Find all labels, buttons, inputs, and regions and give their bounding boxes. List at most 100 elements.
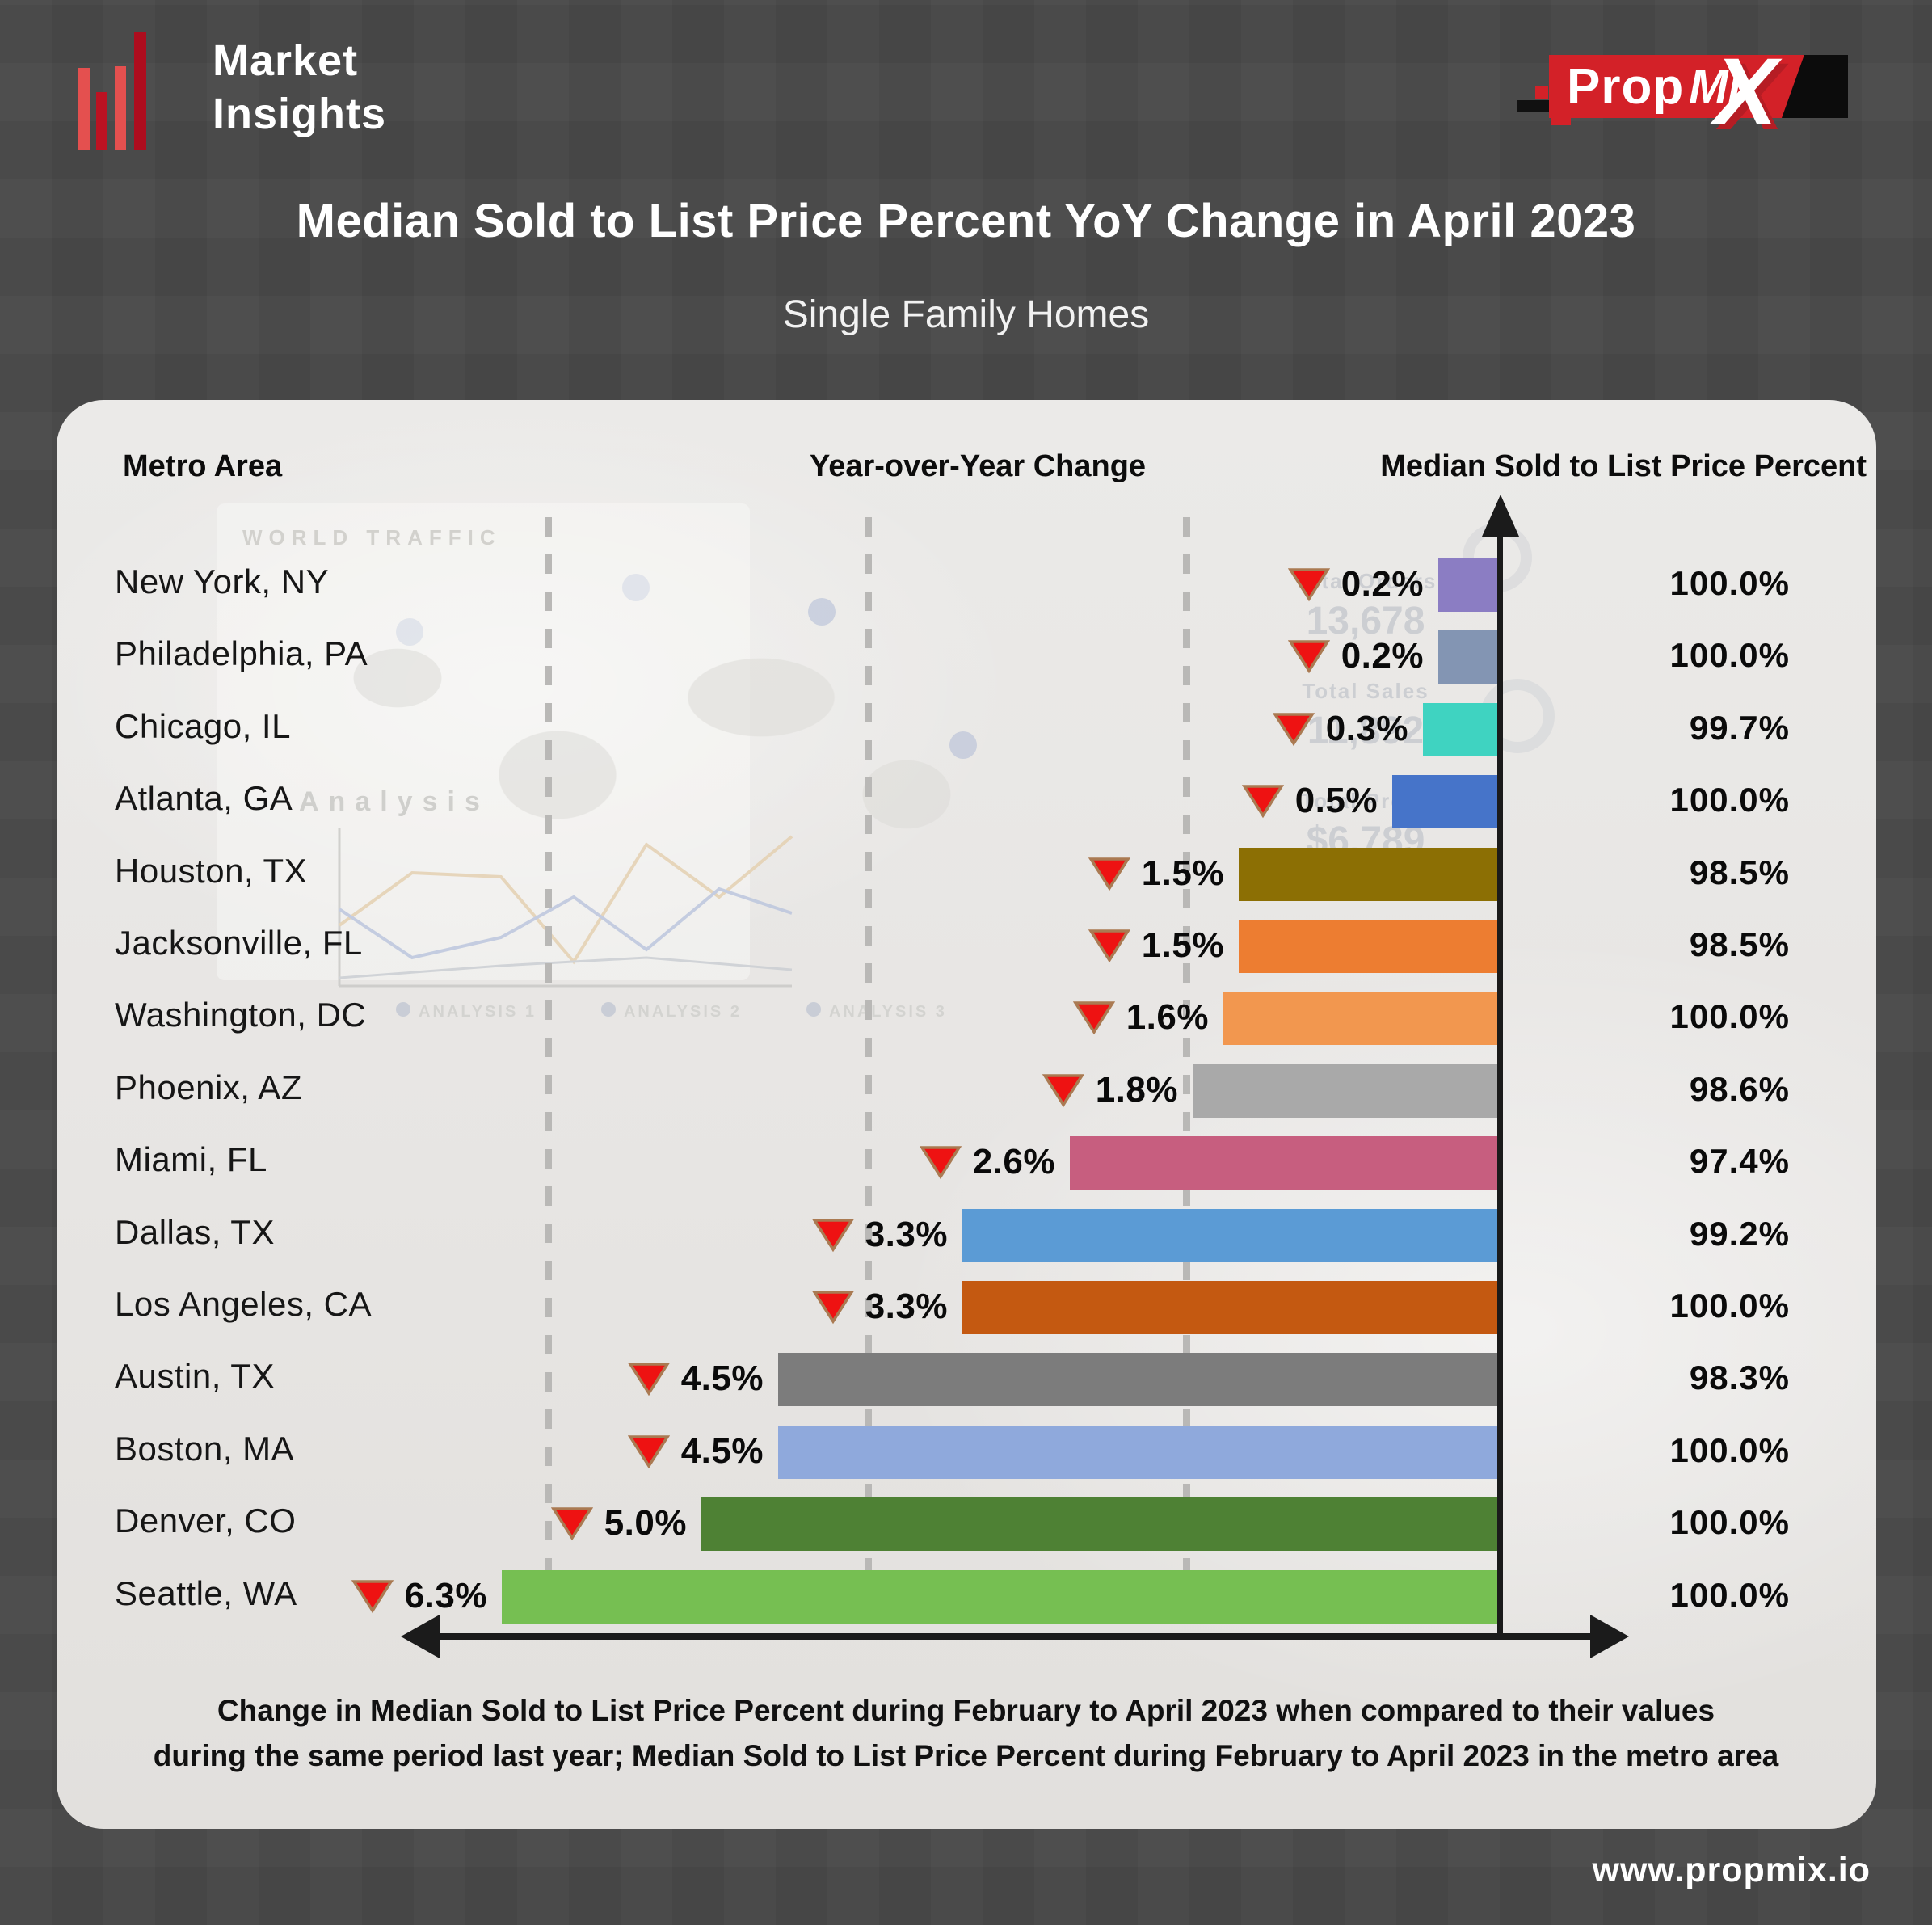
median-sold-to-list-value: 100.0% [1669,636,1790,674]
yoy-change-value: 5.0% [604,1503,687,1543]
median-sold-to-list-value: 99.2% [1689,1215,1790,1253]
yoy-change-bar [778,1353,1501,1406]
footnote-line2: during the same period last year; Median… [153,1739,1779,1772]
watermark-analysis: Analysis [299,786,490,817]
median-sold-to-list-value: 100.0% [1669,781,1790,819]
brand-line2: Insights [213,90,387,138]
yoy-change-value: 0.2% [1341,564,1424,604]
down-triangle-icon [627,1435,670,1469]
down-triangle-icon [1272,713,1315,747]
footnote-line1: Change in Median Sold to List Price Perc… [217,1694,1715,1727]
yoy-change-value: 6.3% [404,1576,487,1615]
yoy-change-bar [1423,703,1501,756]
right-arrowhead-icon [1590,1615,1629,1658]
brand-name: Market Insights [213,34,386,150]
yoy-change-marker: 1.5% [1088,925,1224,966]
watermark-legend: ANALYSIS 1 ANALYSIS 2 ANALYSIS 3 [396,1002,947,1021]
yoy-change-bar [1239,848,1501,901]
down-triangle-icon [811,1219,854,1253]
yoy-change-marker: 1.6% [1072,997,1209,1038]
yoy-change-bar [778,1426,1501,1479]
down-triangle-icon [811,1291,854,1325]
yoy-change-bar [962,1281,1501,1334]
yoy-change-marker: 1.5% [1088,853,1224,894]
yoy-change-bar [1070,1136,1501,1190]
propmix-logo-mi: Mi [1689,60,1741,113]
median-sold-to-list-value: 100.0% [1669,1431,1790,1469]
metro-label: Boston, MA [115,1430,295,1468]
metro-label: Seattle, WA [115,1574,297,1612]
yoy-change-bar [1223,992,1501,1045]
column-header-median-percent: Median Sold to List Price Percent [1380,449,1867,483]
median-sold-to-list-value: 100.0% [1669,1287,1790,1325]
yoy-change-bar [502,1570,1501,1624]
yoy-change-value: 0.2% [1341,636,1424,676]
yoy-change-bar [1193,1064,1501,1118]
propmix-logo-x: X [1714,39,1778,145]
gridline [865,517,872,1626]
median-sold-to-list-value: 99.7% [1689,709,1790,747]
down-triangle-icon [1088,929,1130,963]
yoy-change-marker: 0.5% [1241,781,1378,821]
website-url: www.propmix.io [1592,1851,1871,1889]
column-header-metro-area: Metro Area [123,449,283,483]
watermark-value: 11,892 [1307,710,1425,752]
watermark-label: Total Sales [1302,679,1429,703]
median-sold-to-list-value: 97.4% [1689,1142,1790,1180]
down-triangle-icon [351,1580,394,1614]
watermark-world-map [267,562,994,950]
yoy-change-value: 1.5% [1141,853,1224,893]
watermark-value: 13,678 [1306,600,1425,642]
gridline [1183,517,1190,1626]
yoy-change-marker: 3.3% [811,1287,948,1327]
yoy-change-marker: 3.3% [811,1215,948,1255]
yoy-change-marker: 0.3% [1272,709,1408,749]
metro-label: Houston, TX [115,852,308,890]
yoy-change-value: 4.5% [680,1431,764,1471]
median-sold-to-list-value: 100.0% [1669,1503,1790,1541]
yoy-change-value: 0.5% [1294,781,1378,820]
yoy-change-marker: 4.5% [627,1358,764,1399]
yoy-change-value: 3.3% [865,1287,948,1326]
metro-label: Washington, DC [115,996,367,1034]
yoy-change-value: 1.8% [1095,1070,1178,1110]
yoy-change-marker: 2.6% [919,1142,1055,1182]
metro-label: New York, NY [115,562,330,600]
watermark-legend-item: ANALYSIS 2 [600,1002,742,1021]
metro-label: Chicago, IL [115,707,291,745]
propmix-logo-x-shadow: X [1720,44,1784,150]
yoy-change-value: 4.5% [680,1358,764,1398]
metro-label: Dallas, TX [115,1213,275,1251]
yoy-change-marker: 1.8% [1042,1070,1178,1110]
yoy-change-marker: 5.0% [550,1503,687,1544]
propmix-logo-prop: Prop [1567,58,1685,115]
yoy-change-bar [701,1497,1501,1551]
median-sold-to-list-value: 100.0% [1669,1576,1790,1614]
yoy-change-marker: 0.2% [1287,564,1424,604]
down-triangle-icon [1241,785,1284,819]
yoy-change-bar [962,1209,1501,1262]
down-triangle-icon [627,1363,670,1396]
watermark-world-traffic: WORLD TRAFFIC [242,525,502,550]
yoy-change-bar [1392,775,1501,828]
watermark-legend-item: ANALYSIS 3 [806,1002,947,1021]
page-title: Median Sold to List Price Percent YoY Ch… [296,195,1636,247]
down-triangle-icon [1088,857,1130,891]
logo-square-icon [1551,116,1571,125]
metro-label: Denver, CO [115,1502,297,1540]
metro-label: Phoenix, AZ [115,1068,302,1106]
yoy-change-marker: 4.5% [627,1431,764,1472]
horizontal-axis [436,1633,1593,1640]
